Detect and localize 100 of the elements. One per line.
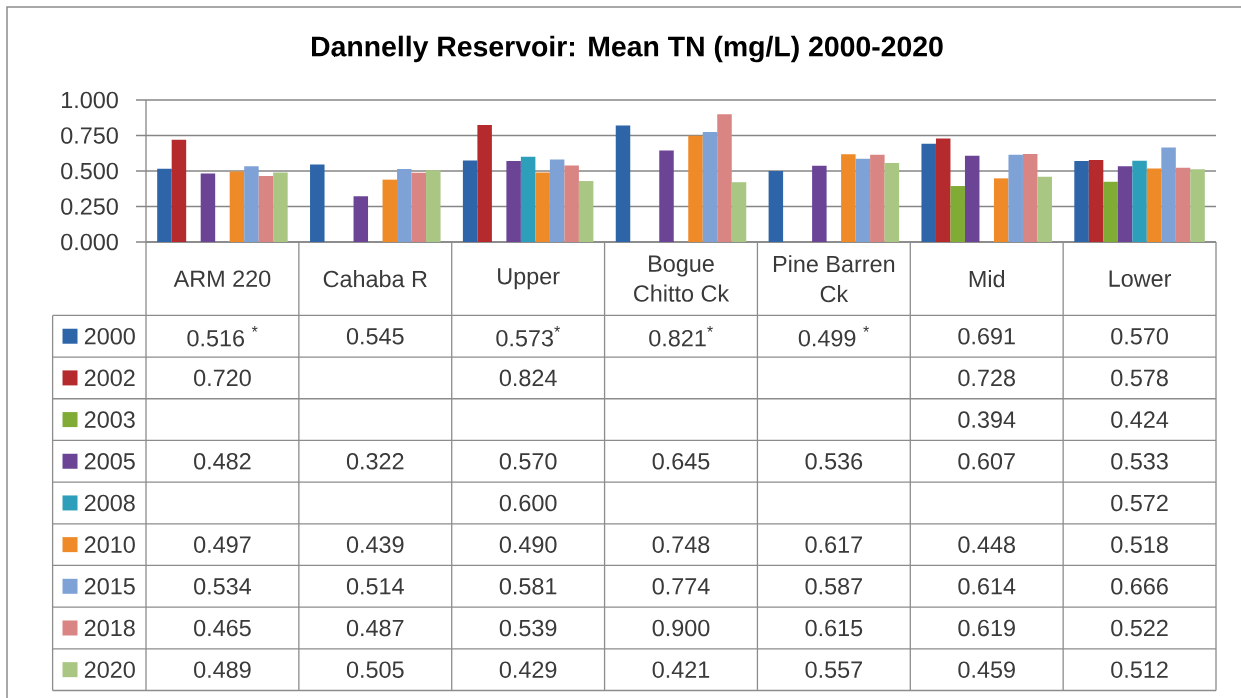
bar [1088, 159, 1104, 242]
x-tick-label: Bogue Chitto Ck [634, 255, 730, 302]
bar [768, 171, 784, 242]
data-label: 0.534 [194, 578, 252, 595]
bar [964, 155, 980, 242]
data-label: 0.728 [958, 369, 1015, 387]
data-label: 0.615 [805, 619, 863, 637]
data-label: 0.774 [652, 578, 710, 595]
data-label: 0.429 [499, 661, 557, 678]
bar [229, 171, 245, 242]
bar [1037, 176, 1052, 242]
data-label: 0.459 [958, 661, 1015, 678]
x-tick-label: Lower [1109, 270, 1172, 287]
data-label: 0.748 [652, 536, 710, 553]
bar [520, 156, 536, 242]
data-label: 0.821$^{*}$ [649, 325, 713, 347]
bar [688, 135, 703, 242]
data-label: 0.539 [499, 619, 557, 637]
legend-label: 2015 [84, 578, 135, 595]
data-label: 0.691 [958, 327, 1015, 345]
data-label: 0.570 [499, 452, 557, 470]
bar [200, 173, 216, 242]
bar [462, 160, 478, 242]
data-label: 0.587 [805, 578, 862, 595]
data-label: 0.573$^{*}$ [496, 325, 561, 347]
data-label: 0.322 [346, 452, 404, 470]
x-tick-label: ARM 220 [173, 270, 271, 287]
bar [717, 114, 732, 242]
bar [564, 165, 579, 242]
bar [382, 179, 398, 242]
data-label: 0.490 [499, 536, 557, 553]
y-tick-label: 1.000 [62, 91, 118, 109]
bar [1190, 169, 1205, 242]
bar [411, 172, 427, 242]
bar [1117, 166, 1133, 242]
legend-label: 2003 [84, 411, 135, 428]
data-label: 0.514 [346, 578, 404, 595]
bar [1175, 167, 1191, 242]
data-label: 0.499 $^{*}$ [798, 325, 870, 347]
data-label: 0.394 [958, 411, 1016, 428]
legend-label: 2000 [84, 327, 135, 345]
data-label: 0.448 [958, 536, 1015, 553]
bar [615, 125, 631, 242]
bar [535, 172, 550, 242]
data-label: 0.607 [958, 452, 1015, 470]
data-label: 0.512 [1111, 661, 1168, 678]
chart-title: Dannelly Reservoir: Mean TN (mg/L) 2000-2020 [312, 35, 943, 63]
data-label: 0.557 [805, 661, 862, 678]
bar [812, 165, 827, 242]
data-label: 0.516 $^{*}$ [187, 325, 258, 347]
bar [993, 178, 1009, 242]
bar [950, 186, 965, 242]
bar [1146, 168, 1162, 242]
data-label: 0.666 [1111, 578, 1168, 595]
data-label: 0.578 [1111, 369, 1168, 387]
data-label: 0.497 [194, 536, 251, 553]
bar [477, 124, 492, 242]
bar [1103, 181, 1118, 242]
bar [171, 139, 187, 242]
data-label: 0.489 [194, 661, 251, 678]
data-label: 0.424 [1111, 411, 1169, 428]
legend-label: 2018 [84, 619, 135, 637]
data-label: 0.439 [346, 536, 404, 553]
data-label: 0.545 [346, 327, 404, 345]
bar [1022, 154, 1038, 242]
legend-label: 2010 [84, 536, 135, 553]
bar [731, 182, 747, 242]
bar [841, 154, 856, 242]
data-label: 0.824 [499, 369, 557, 387]
bar [397, 168, 412, 242]
data-label: 0.487 [346, 619, 404, 637]
data-label: 0.570 [1111, 327, 1168, 345]
bar [578, 181, 594, 242]
bar [884, 162, 900, 242]
data-label: 0.518 [1111, 536, 1168, 553]
data-label: 0.522 [1111, 619, 1168, 637]
x-tick-label: Upper [498, 268, 560, 290]
data-label: 0.619 [958, 619, 1015, 637]
y-tick-label: 0.250 [61, 198, 118, 215]
bar [921, 143, 936, 242]
bar [935, 138, 951, 242]
legend-label: 2002 [84, 369, 135, 387]
bar [258, 175, 274, 242]
bar [702, 132, 718, 242]
data-label: 0.572 [1111, 494, 1168, 512]
data-label: 0.465 [194, 619, 251, 637]
data-label: 0.614 [958, 578, 1016, 595]
bar [1008, 154, 1023, 242]
bar [1161, 147, 1176, 242]
x-tick-label: Mid [969, 270, 1005, 288]
y-tick-label: 0.500 [61, 162, 118, 180]
legend-label: 2008 [84, 494, 135, 512]
data-label: 0.533 [1111, 452, 1168, 470]
data-label: 0.421 [652, 661, 710, 678]
bar [506, 161, 521, 242]
data-label: 0.581 [499, 578, 557, 595]
data-label: 0.617 [805, 536, 862, 553]
bar [870, 154, 885, 242]
data-label: 0.720 [194, 369, 251, 387]
bar [353, 196, 369, 242]
